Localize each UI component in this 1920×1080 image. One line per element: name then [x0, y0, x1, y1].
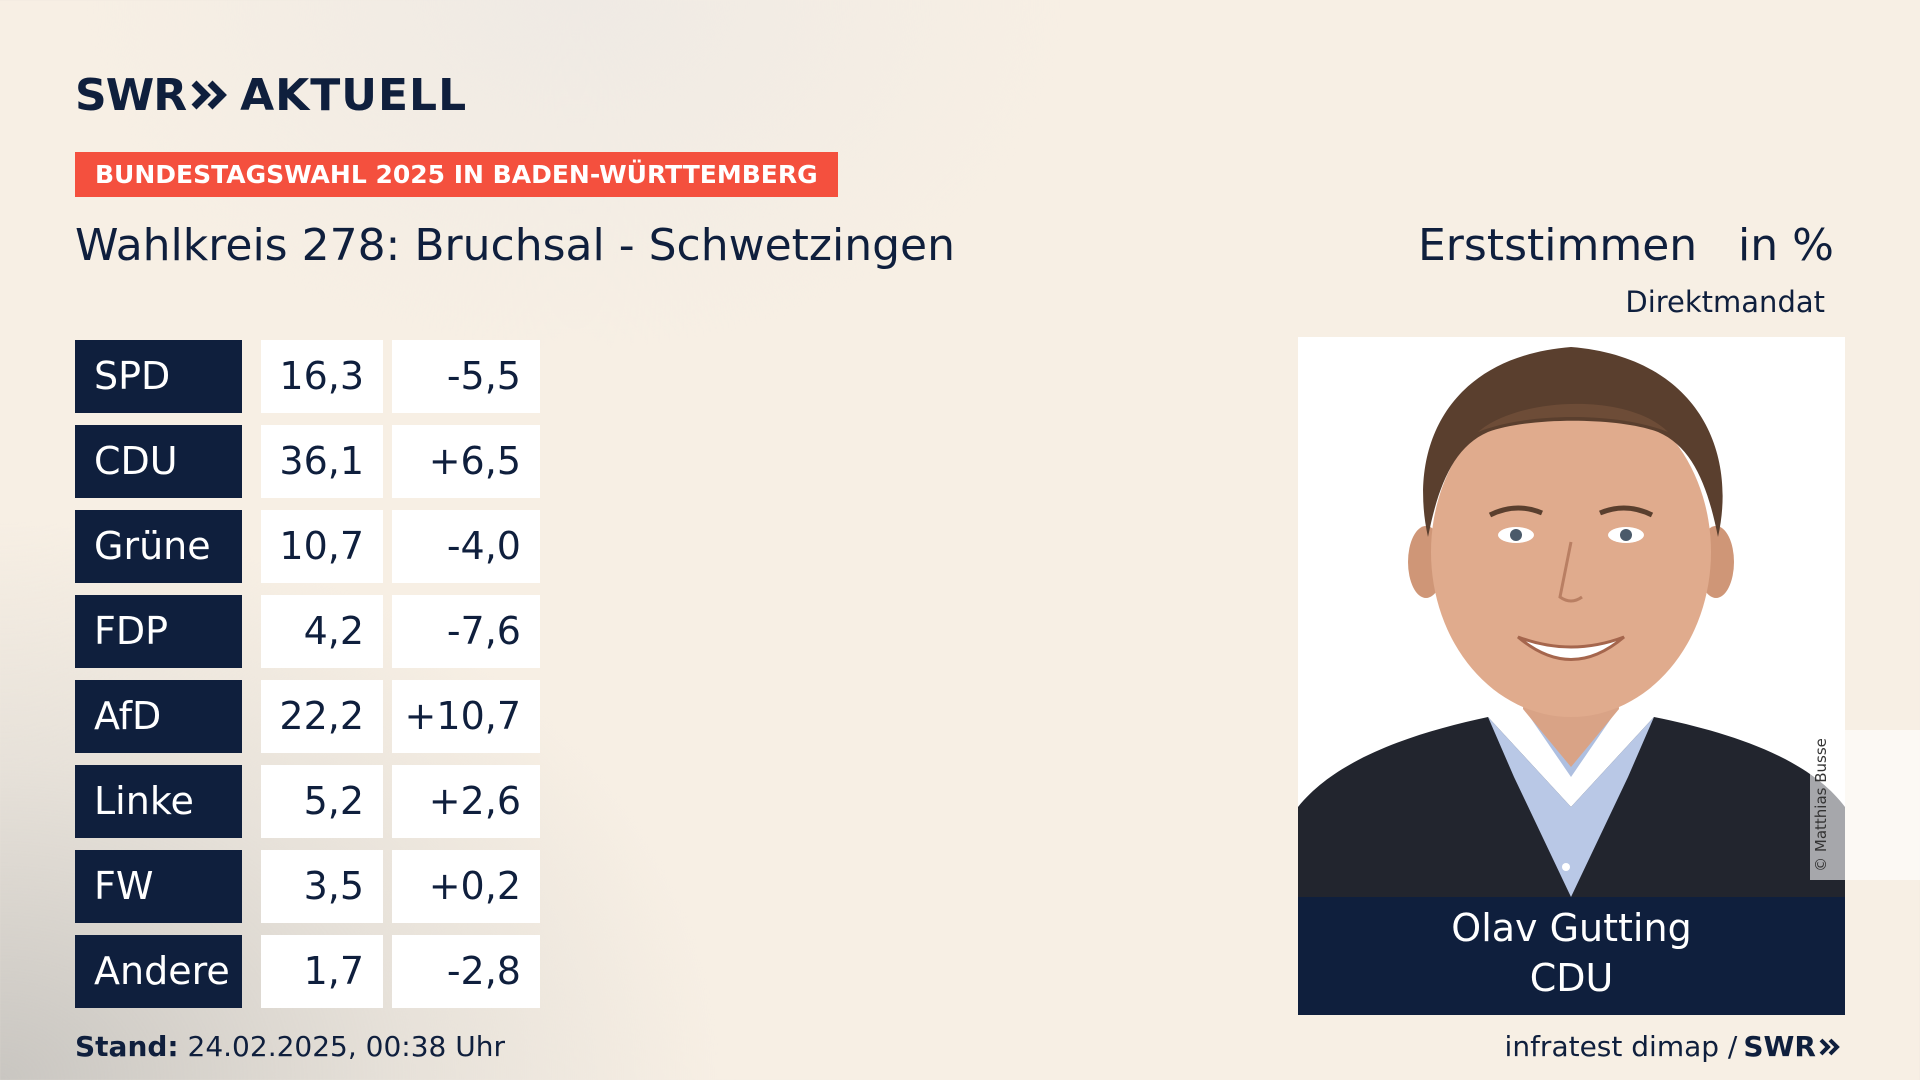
result-row: SPD 16,3 -5,5 [75, 340, 540, 413]
result-row: Andere 1,7 -2,8 [75, 935, 540, 1008]
result-row: Grüne 10,7 -4,0 [75, 510, 540, 583]
unit-label: in % [1738, 220, 1834, 271]
vote-change: -4,0 [392, 510, 540, 583]
vote-change: -2,8 [392, 935, 540, 1008]
vote-change: -7,6 [392, 595, 540, 668]
party-name: Linke [75, 765, 242, 838]
party-name: FW [75, 850, 242, 923]
vote-share: 36,1 [261, 425, 383, 498]
source-name: infratest dimap / [1504, 1030, 1738, 1063]
vote-share: 1,7 [261, 935, 383, 1008]
timestamp: Stand: 24.02.2025, 00:38 Uhr [75, 1030, 505, 1063]
results-table: SPD 16,3 -5,5 CDU 36,1 +6,5 Grüne 10,7 -… [75, 340, 540, 1020]
vote-share: 22,2 [261, 680, 383, 753]
candidate-portrait-illustration [1298, 337, 1845, 897]
votes-type-label: Erststimmen [1418, 220, 1698, 271]
party-name: Grüne [75, 510, 242, 583]
timestamp-label: Stand: [75, 1030, 179, 1063]
vote-share: 4,2 [261, 595, 383, 668]
vote-change: +2,6 [392, 765, 540, 838]
party-name: Andere [75, 935, 242, 1008]
photo-credit: © Matthias Busse [1810, 730, 1920, 880]
candidate-name: Olav Gutting [1451, 906, 1692, 950]
swr-aktuell-logo: SWR AKTUELL [75, 69, 468, 121]
timestamp-value: 24.02.2025, 00:38 Uhr [187, 1030, 505, 1063]
logo-swr-text: SWR [75, 69, 187, 121]
vote-change: +6,5 [392, 425, 540, 498]
result-row: CDU 36,1 +6,5 [75, 425, 540, 498]
candidate-photo [1298, 337, 1845, 897]
double-chevron-icon [1819, 1038, 1840, 1055]
result-row: AfD 22,2 +10,7 [75, 680, 540, 753]
constituency-title: Wahlkreis 278: Bruchsal - Schwetzingen [75, 220, 955, 271]
source-credit: infratest dimap / SWR [1505, 1030, 1842, 1063]
logo-aktuell-text: AKTUELL [240, 69, 468, 121]
source-brand: SWR [1743, 1030, 1816, 1063]
vote-share: 5,2 [261, 765, 383, 838]
election-banner: BUNDESTAGSWAHL 2025 IN BADEN-WÜRTTEMBERG [75, 152, 838, 197]
vote-share: 10,7 [261, 510, 383, 583]
double-chevron-icon [191, 80, 228, 110]
party-name: AfD [75, 680, 242, 753]
party-name: SPD [75, 340, 242, 413]
vote-change: +10,7 [392, 680, 540, 753]
candidate-namebox: Olav Gutting CDU [1298, 897, 1845, 1015]
vote-change: +0,2 [392, 850, 540, 923]
direct-mandate-label: Direktmandat [1625, 285, 1825, 319]
vote-share: 16,3 [261, 340, 383, 413]
party-name: CDU [75, 425, 242, 498]
vote-share: 3,5 [261, 850, 383, 923]
result-row: Linke 5,2 +2,6 [75, 765, 540, 838]
party-name: FDP [75, 595, 242, 668]
vote-change: -5,5 [392, 340, 540, 413]
result-row: FDP 4,2 -7,6 [75, 595, 540, 668]
candidate-party: CDU [1529, 956, 1614, 1000]
result-row: FW 3,5 +0,2 [75, 850, 540, 923]
